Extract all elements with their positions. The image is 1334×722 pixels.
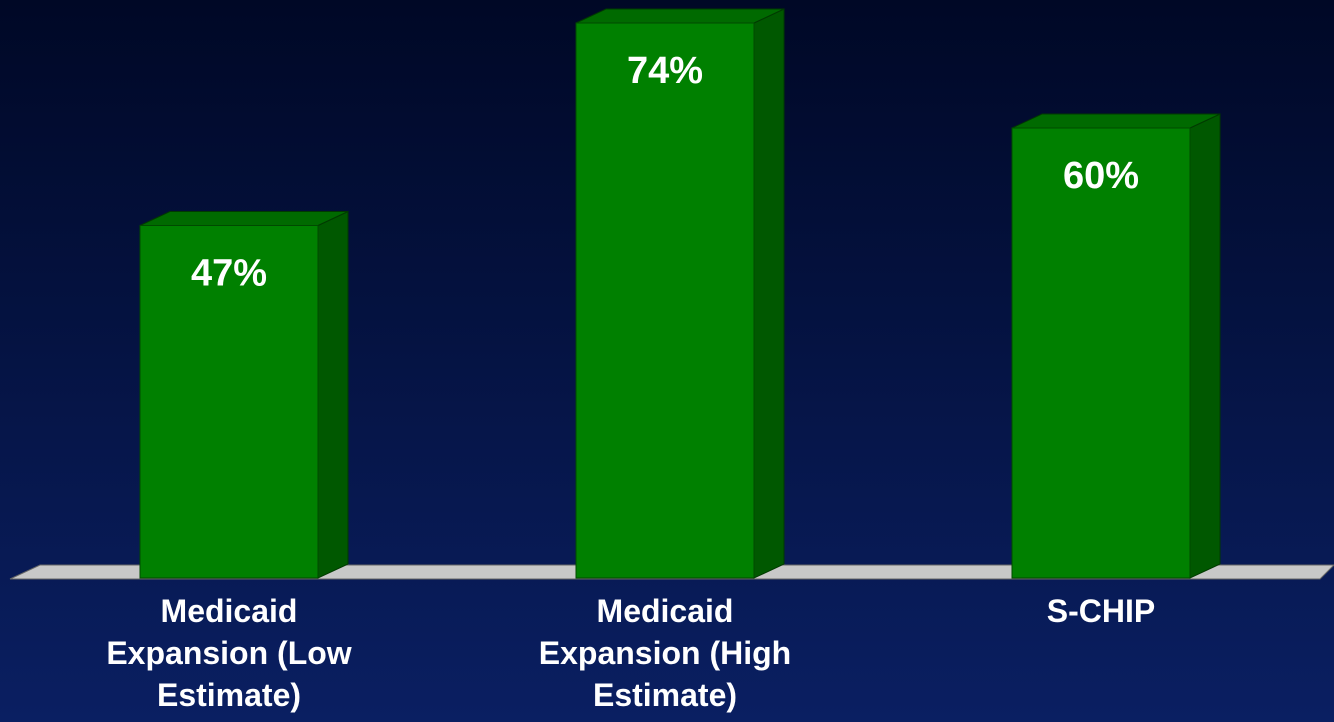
bar-side bbox=[1189, 113, 1221, 579]
bar-side bbox=[317, 210, 349, 579]
value-label: 47% bbox=[191, 253, 267, 295]
bar-top bbox=[1011, 113, 1221, 129]
category-label: Medicaid Expansion (High Estimate) bbox=[538, 593, 792, 713]
bar bbox=[139, 225, 319, 579]
bar-top bbox=[139, 211, 349, 226]
bar-side bbox=[753, 8, 785, 579]
value-label: 74% bbox=[627, 50, 703, 92]
bar-top bbox=[575, 8, 785, 24]
category-label: Medicaid Expansion (Low Estimate) bbox=[106, 593, 352, 713]
value-label: 60% bbox=[1063, 155, 1139, 197]
bar bbox=[1011, 127, 1191, 579]
bar bbox=[575, 22, 755, 579]
category-label: S-CHIP bbox=[1046, 593, 1156, 629]
